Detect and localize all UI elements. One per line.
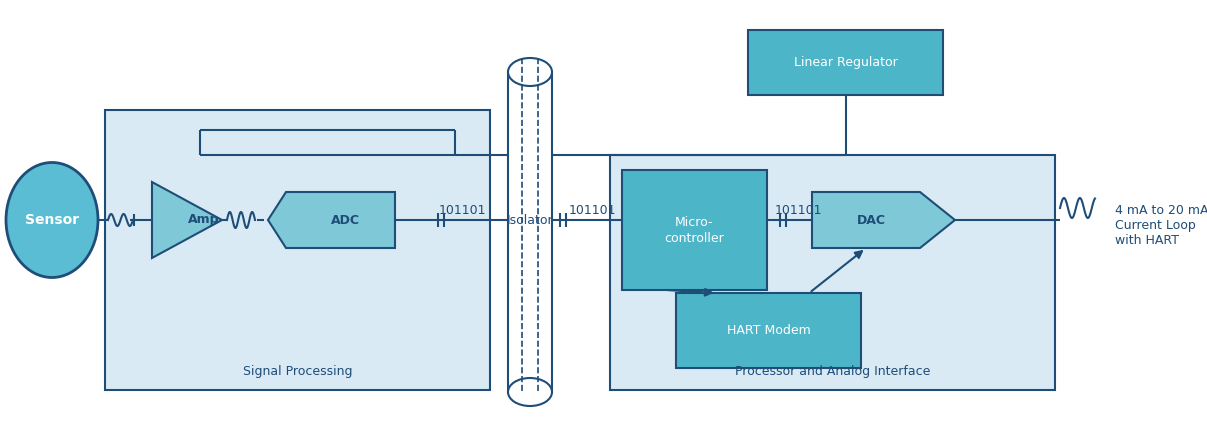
Polygon shape — [268, 192, 395, 248]
Text: 101101: 101101 — [438, 203, 485, 216]
Text: Current Loop: Current Loop — [1115, 218, 1196, 231]
Text: DAC: DAC — [857, 214, 886, 227]
Text: controller: controller — [665, 231, 724, 245]
Bar — [748, 30, 943, 95]
Text: 101101: 101101 — [774, 203, 822, 216]
Bar — [676, 293, 861, 368]
Text: Isolator: Isolator — [507, 214, 553, 227]
Bar — [105, 110, 490, 390]
Ellipse shape — [508, 378, 552, 406]
Polygon shape — [812, 192, 955, 248]
Polygon shape — [152, 182, 222, 258]
Bar — [610, 155, 1055, 390]
Text: 101101: 101101 — [568, 203, 616, 216]
Text: Signal Processing: Signal Processing — [243, 366, 352, 378]
Bar — [622, 170, 766, 290]
Text: Processor and Analog Interface: Processor and Analog Interface — [735, 366, 931, 378]
Text: with HART: with HART — [1115, 233, 1179, 246]
Text: Linear Regulator: Linear Regulator — [794, 56, 897, 69]
Bar — [508, 72, 552, 392]
Text: HART Modem: HART Modem — [727, 324, 810, 337]
Text: Micro-: Micro- — [675, 215, 713, 228]
Ellipse shape — [508, 58, 552, 86]
Text: Amp: Amp — [188, 214, 220, 227]
Text: 4 mA to 20 mA: 4 mA to 20 mA — [1115, 203, 1207, 216]
Ellipse shape — [6, 163, 98, 277]
Text: Sensor: Sensor — [25, 213, 80, 227]
Text: ADC: ADC — [331, 214, 360, 227]
